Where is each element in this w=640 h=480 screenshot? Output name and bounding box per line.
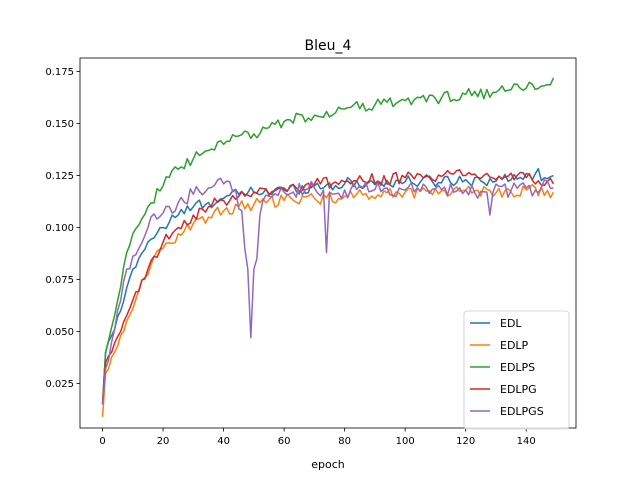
plot-frame (79, 57, 577, 429)
x-axis-label: epoch (311, 458, 345, 471)
axes-layer: 0 20 40 60 80 100 120 140 0.025 0.050 0.075 0.100 0.… (45, 57, 577, 447)
x-tick-label: 100 (396, 436, 415, 447)
legend-label-edlp: EDLP (500, 339, 529, 352)
y-tick-label: 0.175 (45, 67, 74, 78)
y-tick-label: 0.100 (45, 223, 74, 234)
x-tick-label: 120 (456, 436, 475, 447)
x-tick-label: 60 (278, 436, 291, 447)
y-tick-label: 0.125 (45, 171, 74, 182)
x-tick-label: 80 (338, 436, 351, 447)
legend-box (463, 310, 570, 430)
chart-title: Bleu_4 (305, 38, 352, 54)
series-line-edlpgs (101, 177, 554, 405)
y-tick-label: 0.050 (45, 327, 74, 338)
legend: EDL EDLP EDLPS EDLPG EDLPGS (463, 310, 570, 430)
legend-label-edlps: EDLPS (500, 361, 535, 374)
legend-label-edl: EDL (500, 317, 522, 330)
series-line-edlpg (101, 169, 555, 405)
y-tick-label: 0.150 (45, 119, 74, 130)
legend-label-edlpgs: EDLPGS (500, 405, 544, 418)
x-tick-label: 20 (157, 436, 170, 447)
x-tick-label: 0 (99, 436, 105, 447)
series-line-edlps (101, 77, 555, 405)
x-tick-label: 40 (217, 436, 230, 447)
series-line-edlp (101, 184, 555, 417)
y-tick-label: 0.075 (45, 275, 74, 286)
x-tick-label: 140 (517, 436, 536, 447)
y-tick-label: 0.025 (45, 379, 74, 390)
legend-label-edlpg: EDLPG (500, 383, 537, 396)
series-layer (101, 77, 555, 417)
